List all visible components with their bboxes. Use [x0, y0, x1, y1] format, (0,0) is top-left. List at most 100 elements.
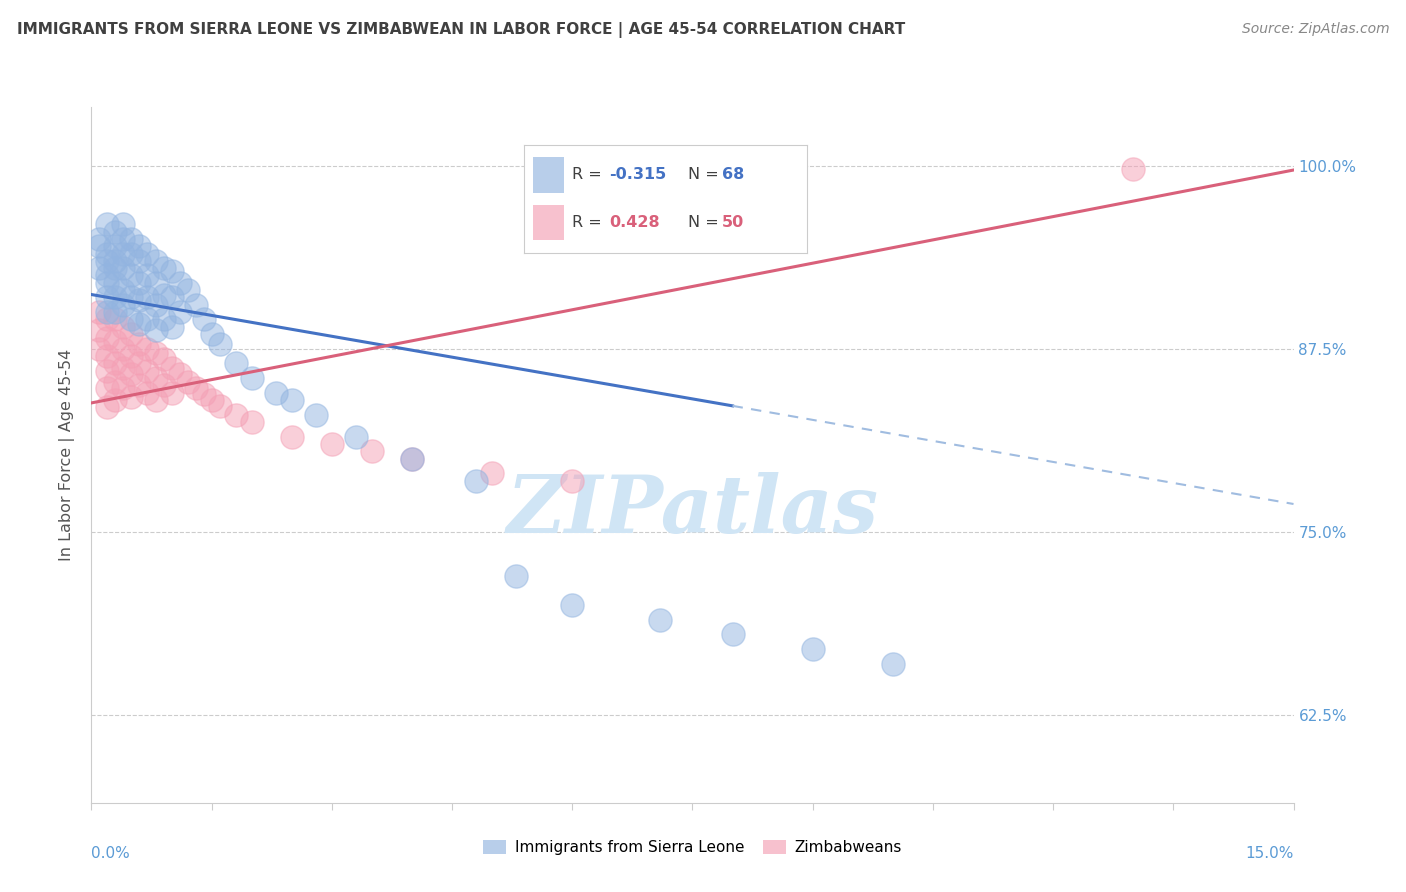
Point — [104, 290, 127, 304]
Point — [128, 337, 150, 351]
Point — [104, 225, 127, 239]
Point — [128, 356, 150, 370]
Point — [184, 298, 207, 312]
Point — [240, 415, 263, 429]
Text: -0.315: -0.315 — [609, 168, 666, 183]
Point — [160, 290, 183, 304]
Point — [264, 385, 287, 400]
Y-axis label: In Labor Force | Age 45-54: In Labor Force | Age 45-54 — [59, 349, 76, 561]
Point — [128, 276, 150, 290]
Point — [160, 319, 183, 334]
Point — [145, 371, 167, 385]
Point — [89, 342, 111, 356]
Point — [112, 381, 135, 395]
Text: IMMIGRANTS FROM SIERRA LEONE VS ZIMBABWEAN IN LABOR FORCE | AGE 45-54 CORRELATIO: IMMIGRANTS FROM SIERRA LEONE VS ZIMBABWE… — [17, 22, 905, 38]
Point — [145, 298, 167, 312]
Point — [801, 642, 824, 657]
Point — [145, 392, 167, 407]
Point — [96, 246, 118, 260]
Point — [104, 261, 127, 276]
Text: 50: 50 — [721, 215, 744, 230]
Point — [281, 392, 304, 407]
Bar — [533, 157, 564, 193]
Point — [96, 253, 118, 268]
Text: N =: N = — [688, 168, 724, 183]
Point — [96, 268, 118, 283]
Point — [96, 401, 118, 415]
Point — [112, 360, 135, 375]
Point — [128, 317, 150, 331]
Point — [104, 376, 127, 390]
Point — [240, 371, 263, 385]
Point — [160, 385, 183, 400]
Point — [96, 217, 118, 231]
Text: R =: R = — [572, 215, 607, 230]
Point — [1122, 161, 1144, 176]
Point — [136, 290, 159, 304]
Point — [104, 356, 127, 370]
Point — [136, 342, 159, 356]
Point — [136, 312, 159, 326]
Point — [882, 657, 904, 671]
Point — [112, 298, 135, 312]
Point — [112, 232, 135, 246]
Point — [112, 246, 135, 260]
Point — [121, 312, 143, 326]
Point — [112, 217, 135, 231]
Point — [104, 334, 127, 349]
Point — [112, 283, 135, 297]
Point — [360, 444, 382, 458]
Point — [169, 367, 191, 381]
Point — [121, 349, 143, 363]
Text: Source: ZipAtlas.com: Source: ZipAtlas.com — [1241, 22, 1389, 37]
Point — [96, 305, 118, 319]
Point — [145, 346, 167, 360]
Point — [481, 467, 503, 481]
Point — [89, 323, 111, 337]
Point — [136, 364, 159, 378]
Point — [721, 627, 744, 641]
Point — [561, 598, 583, 612]
Point — [650, 613, 672, 627]
Point — [401, 451, 423, 466]
Legend: Immigrants from Sierra Leone, Zimbabweans: Immigrants from Sierra Leone, Zimbabwean… — [477, 834, 908, 862]
Point — [104, 239, 127, 253]
Point — [401, 451, 423, 466]
Point — [160, 264, 183, 278]
Point — [208, 399, 231, 413]
Point — [465, 474, 488, 488]
Point — [104, 305, 127, 319]
Point — [121, 327, 143, 342]
Point — [89, 239, 111, 253]
Point — [96, 381, 118, 395]
Point — [305, 408, 328, 422]
Point — [321, 437, 343, 451]
Point — [104, 253, 127, 268]
Point — [136, 385, 159, 400]
Point — [152, 261, 174, 276]
Point — [128, 293, 150, 308]
Text: 68: 68 — [721, 168, 744, 183]
Text: N =: N = — [688, 215, 724, 230]
Point — [104, 312, 127, 326]
Point — [96, 312, 118, 326]
Point — [104, 392, 127, 407]
Point — [152, 378, 174, 392]
Text: ZIPatlas: ZIPatlas — [506, 472, 879, 549]
Point — [176, 283, 198, 297]
Point — [561, 474, 583, 488]
Point — [225, 408, 247, 422]
Point — [96, 364, 118, 378]
Point — [160, 360, 183, 375]
Point — [136, 268, 159, 283]
Point — [96, 331, 118, 345]
Point — [193, 312, 215, 326]
Point — [152, 312, 174, 326]
Point — [145, 253, 167, 268]
Point — [89, 305, 111, 319]
Point — [121, 232, 143, 246]
Point — [121, 290, 143, 304]
Point — [201, 327, 224, 342]
Point — [225, 356, 247, 370]
Point — [169, 276, 191, 290]
